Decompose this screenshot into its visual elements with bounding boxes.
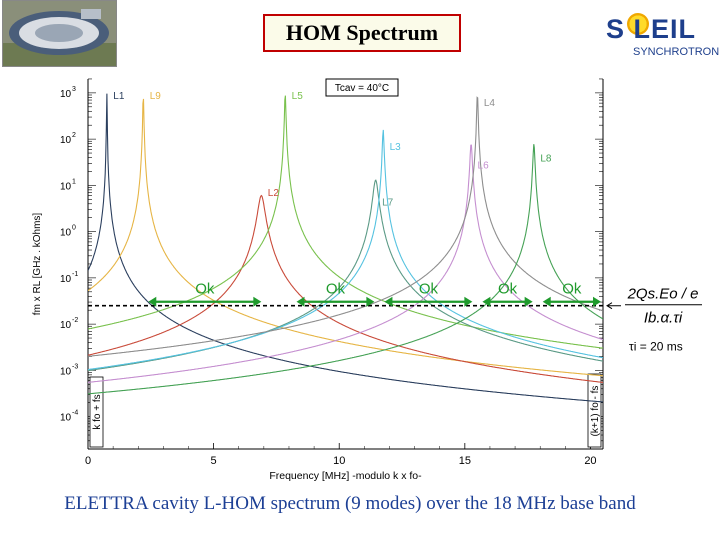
svg-text:10: 10 <box>60 413 72 424</box>
svg-text:-2: -2 <box>72 317 78 324</box>
series-line-l3 <box>88 129 603 371</box>
ok-arrow <box>482 296 533 307</box>
svg-text:(k+1) fo - fs: (k+1) fo - fs <box>590 386 601 437</box>
svg-text:10: 10 <box>60 228 72 239</box>
series-label-l3: L3 <box>390 142 402 153</box>
svg-text:10: 10 <box>60 274 72 285</box>
y-tick-label: 10 310^3 <box>60 86 76 100</box>
tau-label: τi = 20 ms <box>629 340 683 354</box>
series-line-l8 <box>88 144 603 395</box>
svg-text:-1: -1 <box>72 271 78 278</box>
series-line-l1 <box>88 93 603 403</box>
svg-text:10: 10 <box>60 135 72 146</box>
series-label-l9: L9 <box>150 91 162 102</box>
series-label-l6: L6 <box>478 160 490 171</box>
ok-label: Ok <box>419 281 439 298</box>
x-axis-label: Frequency [MHz] -modulo k x fo- <box>269 470 422 482</box>
y-tick-label: 10 -410^-4 <box>60 410 78 424</box>
y-axis-label: fm x RL [GHz . kOhms] <box>32 213 43 316</box>
x-tick-label: 10 <box>333 455 345 467</box>
svg-text:10: 10 <box>60 320 72 331</box>
left-band-label: k fo + fs <box>89 376 104 448</box>
y-tick-label: 10 -210^-2 <box>60 317 78 331</box>
svg-text:2: 2 <box>72 132 76 139</box>
series-label-l5: L5 <box>292 91 304 102</box>
logo-subtitle: SYNCHROTRON <box>633 46 720 58</box>
series-label-l4: L4 <box>484 98 496 109</box>
series-line-l5 <box>88 95 603 349</box>
x-tick-label: 15 <box>459 455 471 467</box>
ok-arrow <box>384 296 473 307</box>
synchrotron-photo <box>2 0 117 67</box>
svg-text:10: 10 <box>60 89 72 100</box>
svg-text:Tcav = 40°C: Tcav = 40°C <box>335 83 389 94</box>
series-label-l8: L8 <box>540 153 552 164</box>
ok-arrow <box>148 296 262 307</box>
svg-text:-3: -3 <box>72 363 78 370</box>
y-tick-label: 10 -310^-3 <box>60 363 78 377</box>
x-tick-label: 0 <box>85 455 91 467</box>
series-label-l1: L1 <box>113 91 125 102</box>
svg-text:1: 1 <box>72 178 76 185</box>
svg-text:2Qs.Eo / e: 2Qs.Eo / e <box>627 286 699 303</box>
series-line-l2 <box>88 194 603 383</box>
page-title: HOM Spectrum <box>263 14 461 52</box>
series-line-l7 <box>88 179 603 372</box>
right-band-label: (k+1) fo - fs <box>587 373 602 448</box>
svg-text:0: 0 <box>72 225 76 232</box>
series-label-l2: L2 <box>268 188 280 199</box>
series-line-l4 <box>88 96 603 357</box>
ok-arrow <box>296 296 375 307</box>
svg-text:10: 10 <box>60 181 72 192</box>
ok-label: Ok <box>326 281 346 298</box>
threshold-formula: 2Qs.Eo / e Ib.α.τi <box>625 286 702 327</box>
curves-group <box>88 93 603 403</box>
svg-text:Ib.α.τi: Ib.α.τi <box>644 310 683 327</box>
y-tick-label: 10 -110^-1 <box>60 271 78 285</box>
svg-text:3: 3 <box>72 86 76 93</box>
svg-text:-4: -4 <box>72 410 78 417</box>
y-tick-label: 10 010^0 <box>60 225 76 239</box>
y-tick-label: 10 110^1 <box>60 178 76 192</box>
series-line-l9 <box>88 98 603 377</box>
temperature-annotation: Tcav = 40°C <box>325 78 399 97</box>
y-tick-label: 10 210^2 <box>60 132 76 146</box>
svg-text:k fo + fs: k fo + fs <box>92 394 103 429</box>
ok-label: Ok <box>195 281 215 298</box>
ok-label: Ok <box>498 281 518 298</box>
ok-arrow <box>542 296 601 307</box>
caption: ELETTRA cavity L-HOM spectrum (9 modes) … <box>64 493 636 514</box>
series-label-l7: L7 <box>382 197 394 208</box>
threshold-arrow <box>606 302 621 310</box>
soleil-logo: S LEIL SYNCHROTRON <box>600 10 720 62</box>
x-tick-label: 5 <box>211 455 217 467</box>
sun-icon <box>627 13 649 35</box>
logo-brand: S LEIL <box>606 14 697 44</box>
hom-spectrum-chart: 10 310^310 210^210 110^110 010^010 -110^-110-… <box>32 78 702 482</box>
x-tick-label: 20 <box>584 455 596 467</box>
series-line-l6 <box>88 144 603 383</box>
ok-label: Ok <box>562 281 582 298</box>
svg-text:10: 10 <box>60 366 72 377</box>
synchrotron-photo-graphic <box>3 1 116 66</box>
